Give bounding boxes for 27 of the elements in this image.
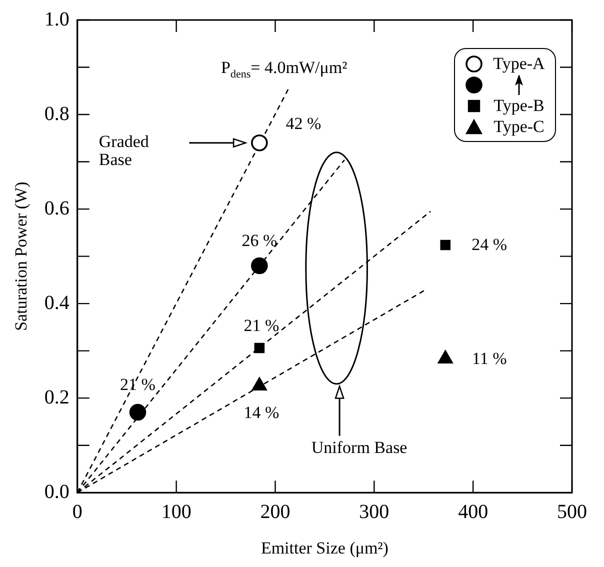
x-tick-label: 400: [458, 500, 488, 523]
x-tick-label: 100: [161, 500, 192, 523]
x-tick-label: 200: [260, 500, 290, 523]
annotation: 26 %: [242, 230, 278, 250]
annotation: 21 %: [120, 375, 156, 394]
annotation: 24 %: [472, 235, 508, 254]
x-tick-label: 500: [557, 500, 587, 523]
annotation: 14 %: [244, 402, 280, 422]
y-tick-label: 1.0: [44, 8, 70, 30]
annotation: Uniform Base: [311, 438, 408, 458]
legend-label: Type-B: [492, 96, 546, 116]
x-axis-title: Emitter Size (μm²): [260, 538, 388, 558]
legend-label: Type-C: [492, 116, 546, 136]
annotation: P$_{dens}$= 4.0mW/μm²: [221, 58, 348, 82]
annotation: 11 %: [472, 348, 507, 368]
annotation: 42 %: [286, 114, 322, 133]
y-tick-label: 0.4: [44, 292, 70, 314]
y-tick-label: 0.8: [44, 102, 70, 125]
y-tick-label: 0.0: [44, 480, 70, 503]
y-tick-label: 0.6: [44, 197, 70, 220]
annotation: 21 %: [244, 316, 280, 336]
y-axis-title: Saturation Power (W): [12, 182, 31, 331]
x-tick-label: 0: [72, 500, 82, 523]
x-tick-label: 300: [359, 500, 390, 523]
y-tick-label: 0.2: [44, 386, 70, 408]
legend-label: Type-A: [492, 54, 546, 74]
annotation: Graded Base: [98, 132, 149, 169]
